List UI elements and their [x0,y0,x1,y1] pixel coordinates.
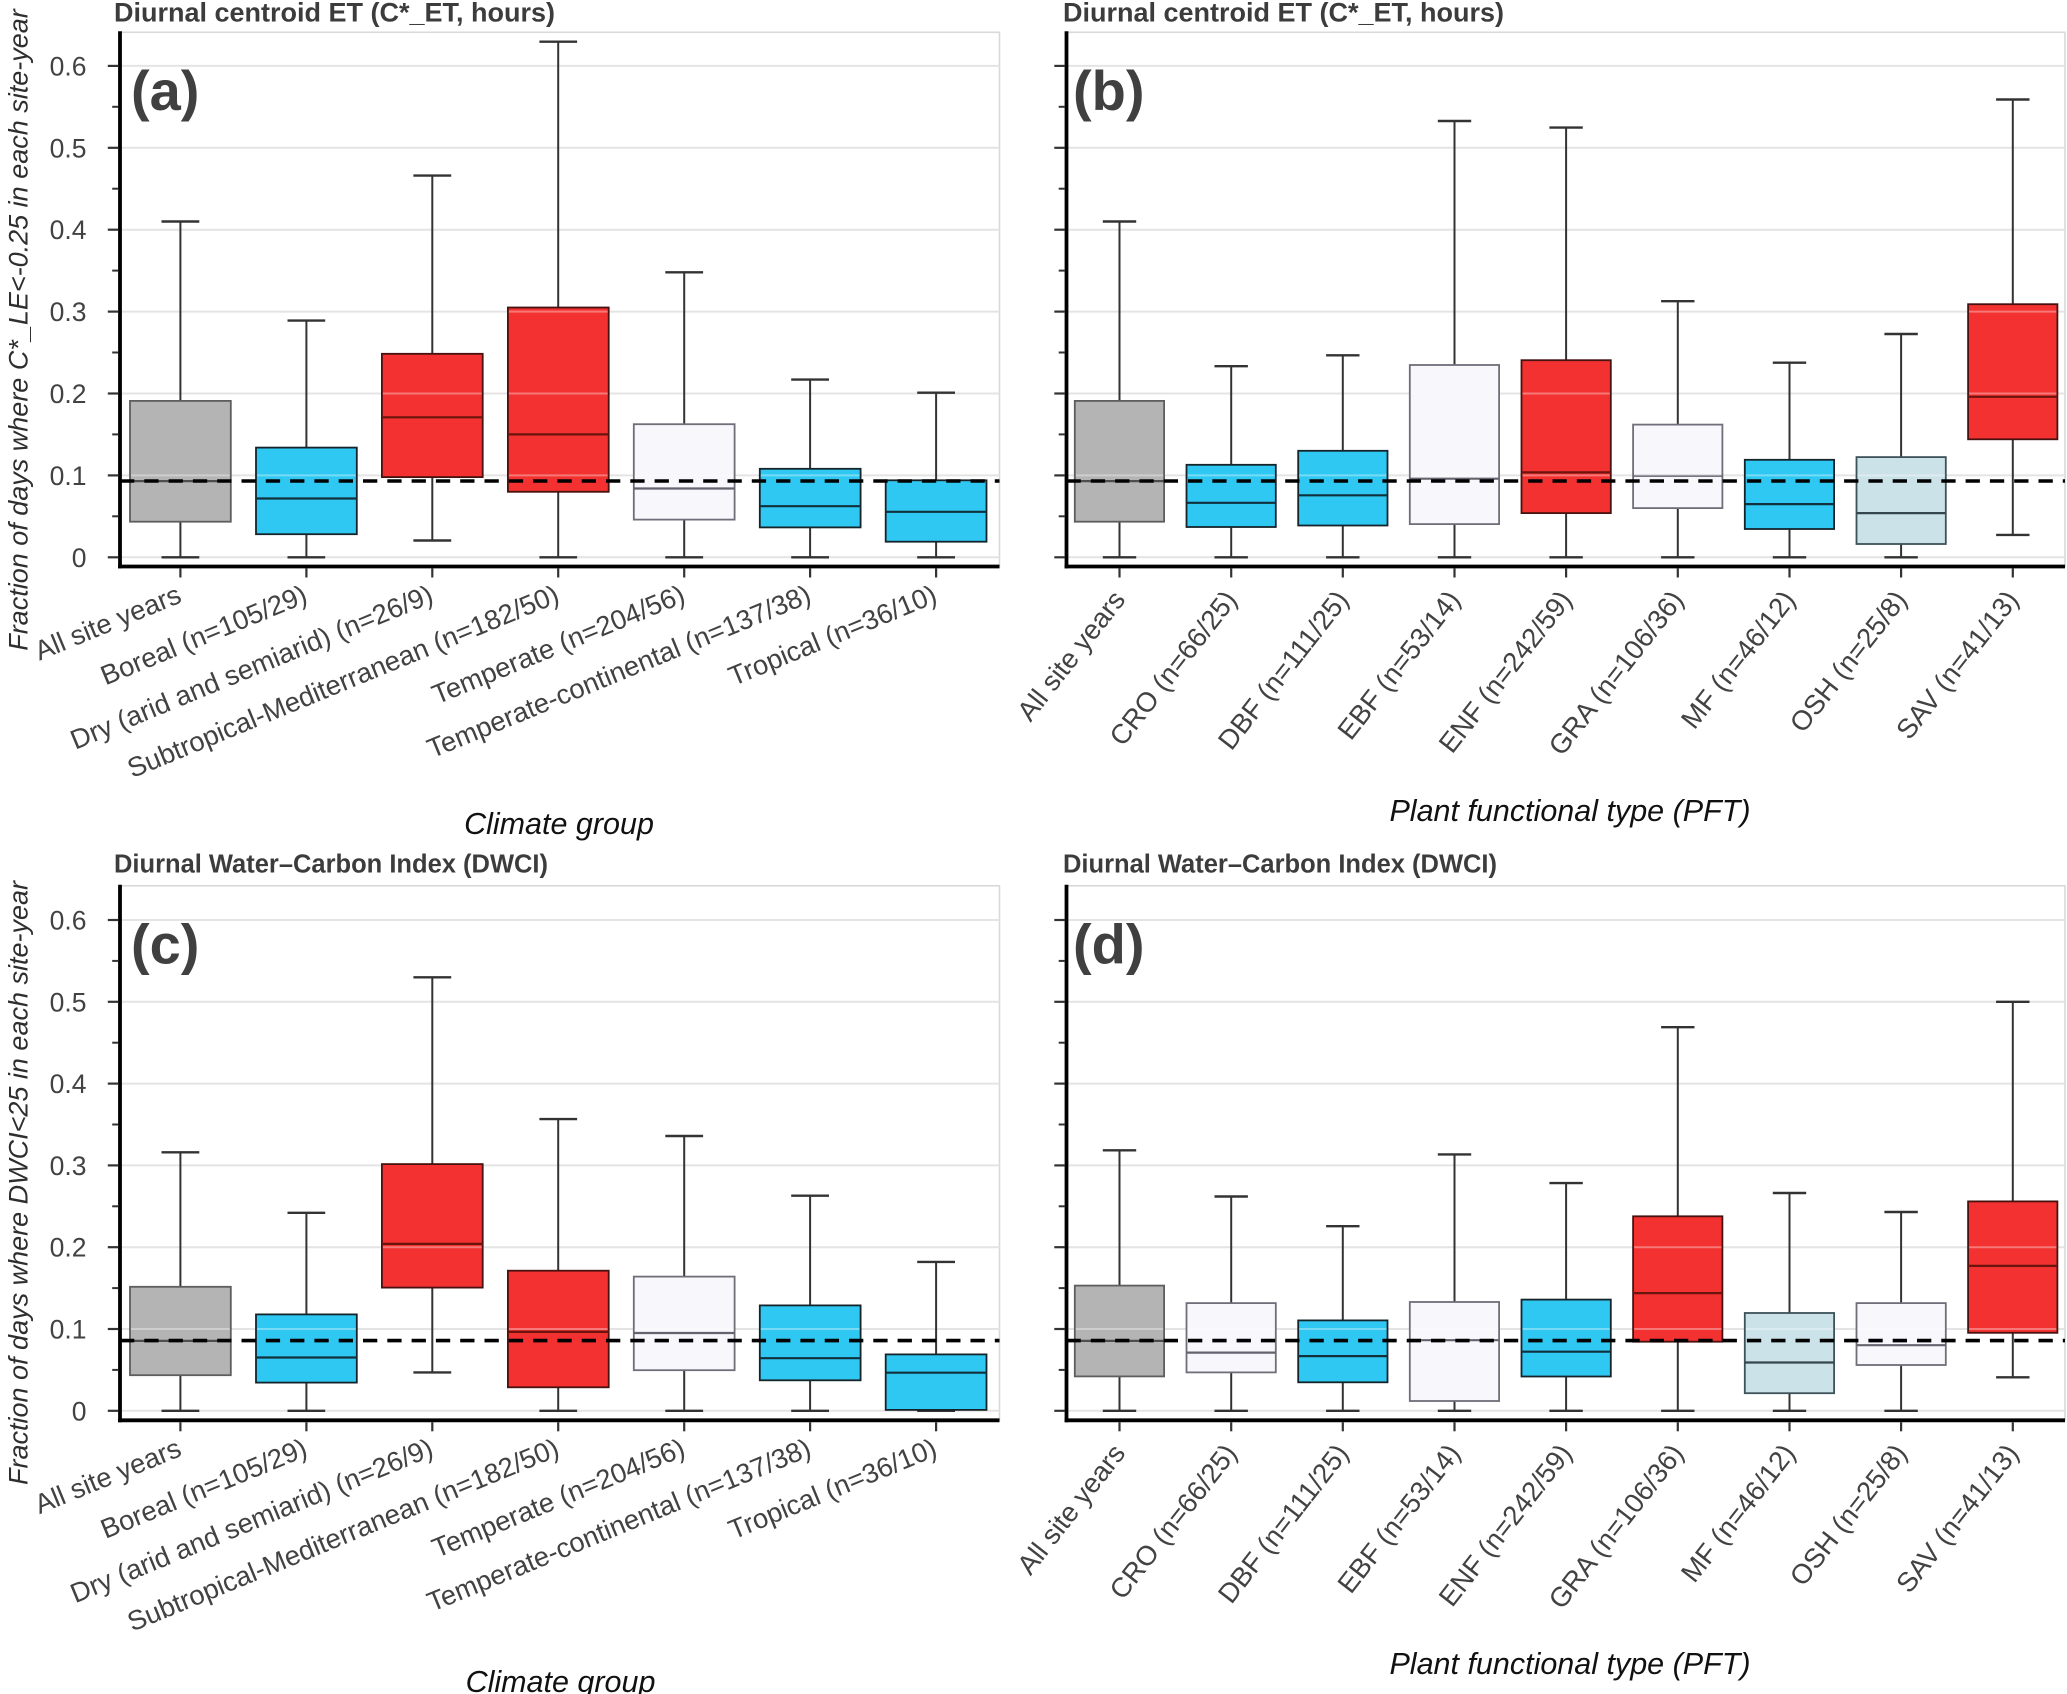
svg-text:0.4: 0.4 [50,215,87,245]
svg-text:0.4: 0.4 [50,1069,87,1099]
svg-text:0: 0 [72,543,87,573]
svg-text:(b): (b) [1073,59,1145,122]
svg-text:0.3: 0.3 [50,1151,87,1181]
svg-text:Diurnal Water–Carbon Index (DW: Diurnal Water–Carbon Index (DWCI) [114,851,548,879]
svg-text:0.3: 0.3 [50,297,87,327]
svg-text:Plant functional type (PFT): Plant functional type (PFT) [1389,1647,1750,1681]
svg-text:0.2: 0.2 [50,379,87,409]
svg-text:Plant functional type (PFT): Plant functional type (PFT) [1389,794,1750,828]
svg-text:0.6: 0.6 [50,906,87,936]
svg-text:(a): (a) [131,59,199,122]
svg-text:Climate group: Climate group [466,1665,656,1694]
svg-text:0.5: 0.5 [50,133,87,163]
svg-text:0.2: 0.2 [50,1233,87,1263]
svg-text:(d): (d) [1073,913,1145,976]
svg-text:(c): (c) [131,913,199,976]
svg-text:0.5: 0.5 [50,987,87,1017]
svg-text:0: 0 [72,1396,87,1426]
svg-text:Fraction of days where C*_LE<-: Fraction of days where C*_LE<-0.25 in ea… [4,8,34,651]
svg-text:0.1: 0.1 [50,1315,87,1345]
svg-text:Diurnal centroid ET (C*_ET, ho: Diurnal centroid ET (C*_ET, hours) [1063,0,1504,28]
svg-text:0.6: 0.6 [50,51,87,81]
svg-text:Diurnal Water–Carbon Index (DW: Diurnal Water–Carbon Index (DWCI) [1063,851,1497,879]
svg-text:Diurnal centroid ET (C*_ET, ho: Diurnal centroid ET (C*_ET, hours) [114,0,555,28]
svg-text:Fraction of days where DWCI<25: Fraction of days where DWCI<25 in each s… [4,880,34,1485]
svg-text:Climate group: Climate group [464,807,654,841]
svg-text:0.1: 0.1 [50,461,87,491]
